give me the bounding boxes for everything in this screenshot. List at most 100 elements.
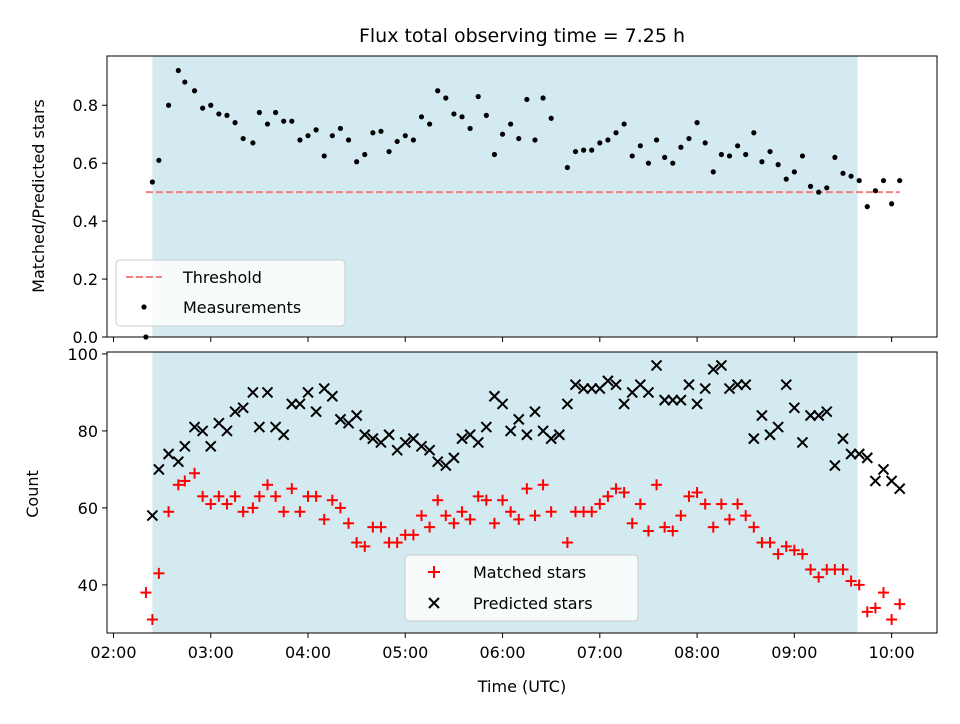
matched-star-point bbox=[594, 498, 606, 510]
measurement-point bbox=[459, 114, 465, 120]
measurement-point bbox=[337, 125, 344, 132]
measurement-point bbox=[670, 160, 676, 166]
x-tick-label: 10:00 bbox=[869, 643, 915, 662]
top-y-axis-label: Matched/Predicted stars bbox=[29, 99, 48, 293]
measurements-points bbox=[143, 67, 903, 340]
predicted-star-point bbox=[326, 390, 339, 402]
matched-star-point bbox=[359, 540, 371, 552]
top-legend: Threshold Measurements bbox=[115, 259, 346, 327]
predicted-star-point bbox=[796, 436, 809, 449]
predicted-star-point bbox=[496, 398, 509, 410]
matched-star-point bbox=[440, 510, 452, 522]
legend-measurements-label: Measurements bbox=[183, 298, 301, 317]
matched-star-point bbox=[448, 517, 460, 529]
measurement-point bbox=[621, 121, 627, 127]
matched-star-point bbox=[286, 483, 298, 495]
measurement-point bbox=[524, 96, 530, 103]
top-x-ticks bbox=[112, 337, 893, 342]
measurement-point bbox=[678, 144, 684, 150]
predicted-star-point bbox=[861, 452, 874, 464]
matched-star-point bbox=[391, 537, 403, 549]
measurement-point bbox=[637, 143, 643, 149]
measurement-point bbox=[362, 151, 368, 158]
matched-star-point bbox=[415, 510, 427, 522]
matched-star-point bbox=[667, 525, 679, 537]
measurement-point bbox=[256, 109, 262, 116]
predicted-star-point bbox=[699, 382, 711, 395]
measurement-point bbox=[848, 173, 854, 179]
legend-predicted-swatch bbox=[428, 597, 440, 609]
predicted-star-point bbox=[618, 398, 630, 410]
predicted-star-point bbox=[294, 398, 306, 410]
matched-star-point bbox=[618, 487, 630, 498]
predicted-star-point bbox=[748, 432, 760, 445]
matched-star-point bbox=[748, 521, 760, 533]
measurement-point bbox=[264, 121, 271, 127]
legend-matched-label: Matched stars bbox=[473, 563, 586, 582]
bottom-y-tick-label: 40 bbox=[78, 576, 98, 595]
matched-star-point bbox=[764, 537, 776, 549]
matched-star-point bbox=[651, 479, 663, 491]
measurement-point bbox=[718, 151, 724, 158]
x-tick-label: 04:00 bbox=[285, 643, 331, 662]
measurement-point bbox=[232, 120, 238, 126]
matched-star-point bbox=[172, 479, 184, 491]
top-panel: 0.00.20.40.60.8 Matched/Predicted stars … bbox=[29, 55, 938, 347]
matched-star-point bbox=[772, 548, 784, 560]
predicted-star-point bbox=[383, 429, 395, 441]
legend-threshold-label: Threshold bbox=[182, 268, 262, 287]
predicted-star-point bbox=[310, 405, 322, 418]
bottom-axes-frame bbox=[106, 351, 938, 634]
measurement-point bbox=[394, 138, 400, 145]
measurement-point bbox=[435, 88, 441, 94]
predicted-star-point bbox=[399, 436, 411, 449]
predicted-star-point bbox=[877, 463, 890, 476]
measurement-point bbox=[564, 164, 570, 171]
measurement-point bbox=[735, 143, 741, 149]
predicted-star-point bbox=[780, 379, 792, 391]
bottom-y-tick-label: 100 bbox=[67, 345, 98, 364]
measurement-point bbox=[605, 137, 611, 143]
measurement-point bbox=[240, 135, 246, 142]
measurement-point bbox=[791, 169, 797, 175]
matched-star-point bbox=[326, 494, 338, 506]
predicted-star-point bbox=[162, 448, 175, 460]
measurement-point bbox=[370, 130, 376, 136]
measurement-point bbox=[548, 115, 554, 121]
predicted-star-point bbox=[642, 386, 655, 399]
matched-stars-points bbox=[140, 467, 906, 626]
measurement-point bbox=[872, 188, 878, 194]
matched-star-point bbox=[659, 521, 671, 533]
predicted-star-point bbox=[196, 425, 209, 437]
predicted-star-point bbox=[788, 402, 801, 414]
legend-predicted-label: Predicted stars bbox=[473, 594, 593, 613]
matched-star-point bbox=[537, 479, 549, 491]
predicted-star-point bbox=[691, 398, 703, 410]
matched-star-point bbox=[456, 506, 468, 518]
predicted-star-point bbox=[610, 379, 622, 391]
measurement-point bbox=[613, 130, 619, 136]
matched-star-point bbox=[740, 510, 752, 522]
predicted-star-point bbox=[731, 379, 744, 391]
top-y-tick-label: 0.6 bbox=[73, 154, 98, 173]
matched-star-point bbox=[351, 537, 363, 549]
matched-star-point bbox=[545, 506, 557, 518]
measurement-point bbox=[329, 133, 335, 139]
measurement-point bbox=[662, 154, 668, 160]
predicted-stars-points bbox=[146, 359, 906, 522]
matched-star-point bbox=[626, 517, 638, 529]
x-tick-label: 09:00 bbox=[771, 643, 817, 662]
predicted-star-point bbox=[367, 432, 379, 445]
matched-star-point bbox=[691, 487, 703, 498]
matched-star-point bbox=[424, 521, 436, 533]
predicted-star-point bbox=[707, 363, 719, 376]
predicted-star-point bbox=[302, 386, 314, 399]
top-y-tick-label: 0.8 bbox=[73, 96, 98, 115]
matched-star-point bbox=[805, 563, 817, 575]
bottom-legend: Matched stars Predicted stars bbox=[404, 554, 639, 622]
x-tick-label: 03:00 bbox=[188, 643, 234, 662]
predicted-star-point bbox=[585, 382, 598, 395]
bottom-y-tick-label: 80 bbox=[78, 422, 98, 441]
measurement-point bbox=[166, 102, 172, 108]
